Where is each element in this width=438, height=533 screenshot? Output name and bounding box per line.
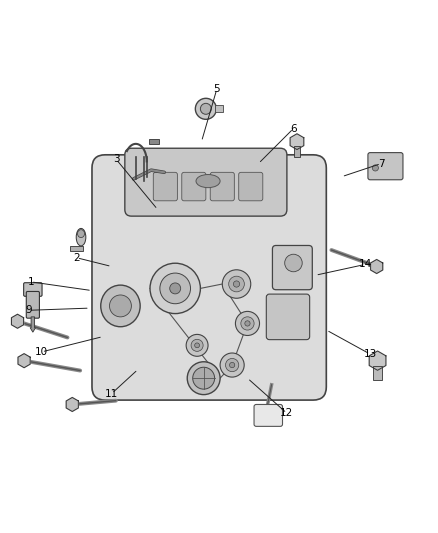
Text: 14: 14: [359, 260, 372, 269]
Ellipse shape: [235, 311, 259, 335]
Ellipse shape: [196, 174, 220, 188]
Ellipse shape: [186, 334, 208, 356]
FancyBboxPatch shape: [125, 148, 287, 216]
Polygon shape: [290, 134, 304, 150]
Polygon shape: [18, 354, 30, 368]
Ellipse shape: [220, 353, 244, 377]
Ellipse shape: [372, 165, 378, 171]
Ellipse shape: [187, 362, 220, 394]
Text: 10: 10: [35, 347, 48, 357]
Ellipse shape: [193, 367, 215, 389]
Polygon shape: [66, 398, 78, 411]
Ellipse shape: [160, 273, 191, 304]
Text: 13: 13: [364, 349, 377, 359]
Bar: [294, 146, 300, 157]
Ellipse shape: [241, 317, 254, 330]
Ellipse shape: [285, 254, 302, 272]
Bar: [215, 106, 223, 112]
Bar: [70, 246, 83, 251]
Text: 9: 9: [25, 305, 32, 316]
FancyArrow shape: [30, 317, 35, 332]
Ellipse shape: [229, 276, 244, 292]
Polygon shape: [369, 351, 386, 370]
FancyBboxPatch shape: [92, 155, 326, 400]
Polygon shape: [11, 314, 24, 328]
Bar: [149, 139, 159, 144]
Ellipse shape: [233, 281, 240, 287]
Ellipse shape: [191, 340, 203, 351]
FancyBboxPatch shape: [272, 246, 312, 290]
Text: 12: 12: [280, 408, 293, 418]
FancyBboxPatch shape: [239, 172, 263, 201]
Text: 7: 7: [378, 159, 385, 168]
Ellipse shape: [226, 358, 239, 372]
Text: 11: 11: [105, 389, 118, 399]
Ellipse shape: [78, 230, 85, 238]
FancyBboxPatch shape: [368, 152, 403, 180]
FancyBboxPatch shape: [266, 294, 310, 340]
FancyBboxPatch shape: [210, 172, 234, 201]
Text: 5: 5: [213, 84, 220, 94]
FancyBboxPatch shape: [182, 172, 206, 201]
Ellipse shape: [170, 283, 180, 294]
Text: 6: 6: [290, 124, 297, 134]
Ellipse shape: [150, 263, 200, 313]
Ellipse shape: [200, 103, 211, 114]
Ellipse shape: [195, 98, 216, 119]
Ellipse shape: [110, 295, 131, 317]
FancyBboxPatch shape: [26, 292, 39, 318]
Text: 2: 2: [73, 253, 80, 263]
Text: 1: 1: [27, 277, 34, 287]
Ellipse shape: [230, 362, 235, 368]
Ellipse shape: [101, 285, 140, 327]
FancyBboxPatch shape: [254, 405, 283, 426]
Text: 3: 3: [113, 154, 120, 164]
Ellipse shape: [76, 229, 86, 246]
FancyBboxPatch shape: [24, 282, 42, 296]
Polygon shape: [371, 260, 383, 273]
Ellipse shape: [194, 343, 199, 348]
FancyBboxPatch shape: [153, 172, 177, 201]
Bar: [373, 366, 382, 381]
Ellipse shape: [222, 270, 251, 298]
Ellipse shape: [245, 321, 250, 326]
